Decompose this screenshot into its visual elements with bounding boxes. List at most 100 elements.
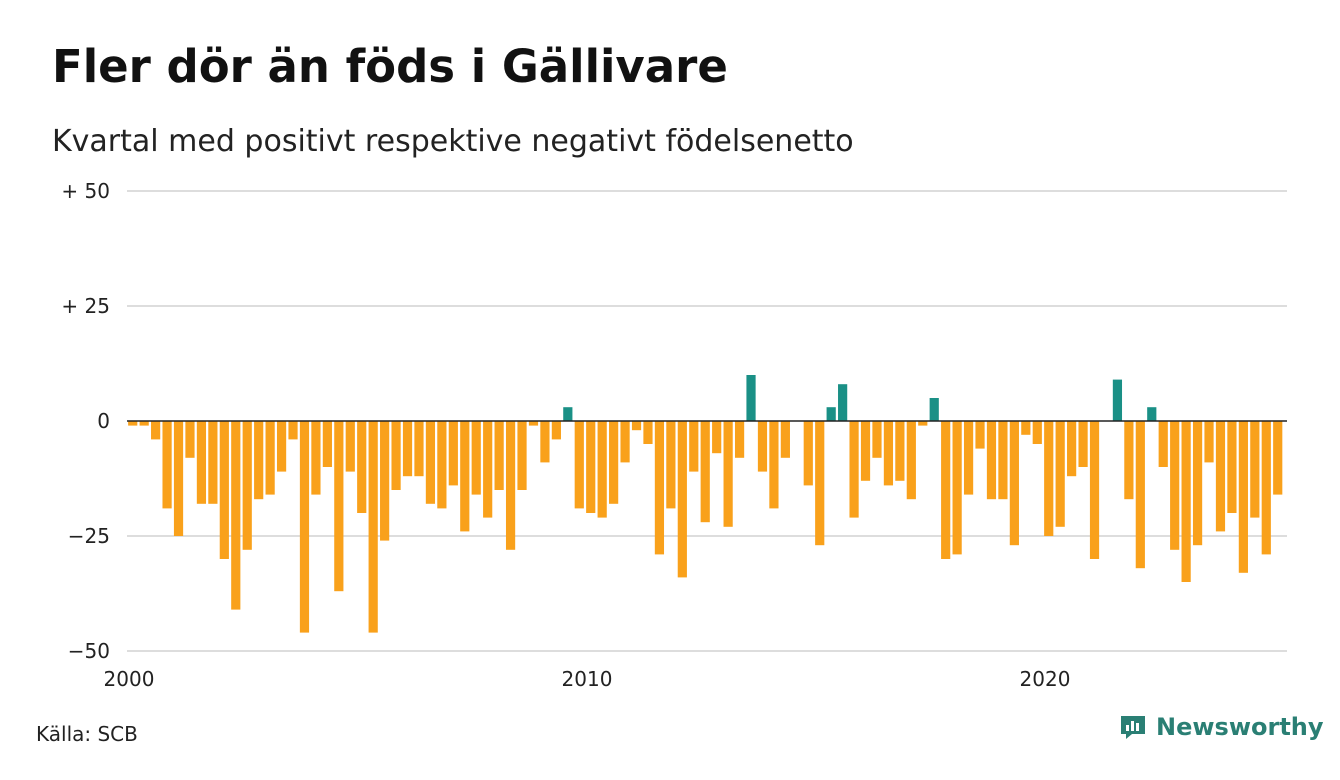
- bar: [288, 421, 298, 440]
- bar: [780, 421, 790, 458]
- bar: [139, 421, 149, 426]
- bar: [494, 421, 504, 490]
- bar: [998, 421, 1008, 500]
- bar: [505, 421, 516, 550]
- bar: [196, 421, 207, 504]
- bar: [734, 421, 745, 458]
- bar: [1009, 421, 1019, 546]
- bar: [391, 421, 401, 490]
- bar: [712, 421, 722, 454]
- y-tick-label: −50: [68, 639, 110, 663]
- bar: [540, 421, 550, 463]
- bar: [254, 421, 264, 500]
- bar: [357, 421, 367, 513]
- bar: [437, 421, 447, 509]
- bar: [723, 421, 733, 527]
- bar: [929, 398, 939, 421]
- bar: [1135, 421, 1145, 569]
- bar: [151, 421, 161, 440]
- bar: [918, 421, 928, 426]
- bar: [334, 421, 344, 592]
- bar: [769, 421, 779, 509]
- bar: [1089, 421, 1100, 559]
- bar: [826, 407, 836, 421]
- newsworthy-logo-icon: [1121, 716, 1145, 739]
- bar: [1147, 407, 1157, 421]
- bar: [1170, 421, 1180, 550]
- bar: [414, 421, 424, 477]
- chart-title: Fler dör än föds i Gällivare: [52, 40, 728, 93]
- bar: [1215, 421, 1226, 532]
- bar: [815, 421, 825, 546]
- bar: [975, 421, 985, 449]
- x-tick-label: 2020: [1020, 667, 1071, 691]
- axes: + 50 + 25 0 −25 −50 2000 2010 2020: [61, 179, 1287, 691]
- bar: [162, 421, 172, 509]
- bar: [883, 421, 894, 486]
- bar: [872, 421, 882, 458]
- bar: [941, 421, 951, 559]
- bar: [1250, 421, 1260, 518]
- bar: [631, 421, 642, 431]
- bar: [986, 421, 997, 500]
- source-note: Källa: SCB: [36, 722, 138, 746]
- bar: [219, 421, 229, 559]
- bar: [1055, 421, 1065, 527]
- bar: [1124, 421, 1134, 500]
- bar: [803, 421, 813, 486]
- x-tick-label: 2000: [104, 667, 155, 691]
- bar: [849, 421, 859, 518]
- bar: [963, 421, 974, 495]
- bar: [609, 421, 619, 504]
- bar: [1204, 421, 1214, 463]
- bar: [689, 421, 699, 472]
- y-tick-label: + 50: [61, 179, 110, 203]
- bar: [597, 421, 607, 518]
- bar: [425, 421, 436, 504]
- bar: [173, 421, 184, 536]
- bar: [1112, 379, 1123, 421]
- bar: [528, 421, 539, 426]
- bar: [322, 421, 332, 467]
- bars: [128, 375, 1283, 633]
- bar: [460, 421, 470, 532]
- bar: [208, 421, 218, 504]
- bar: [1192, 421, 1203, 546]
- bar: [1078, 421, 1088, 467]
- bar: [1261, 421, 1271, 555]
- bar: [677, 421, 687, 578]
- bar: [345, 421, 355, 472]
- bar: [620, 421, 630, 463]
- bar: [1044, 421, 1054, 536]
- bar: [231, 421, 241, 610]
- bar: [128, 421, 138, 426]
- bar: [299, 421, 310, 633]
- bar: [517, 421, 527, 490]
- bar: [906, 421, 916, 500]
- bar: [1273, 421, 1283, 495]
- bar: [586, 421, 596, 513]
- bar: [700, 421, 710, 523]
- y-tick-label: 0: [97, 409, 110, 433]
- bar: [402, 421, 413, 477]
- bar: [746, 375, 756, 421]
- bar: [1032, 421, 1042, 444]
- bar: [654, 421, 665, 555]
- bar: [666, 421, 676, 509]
- bar: [952, 421, 962, 555]
- brand-logo: Newsworthy: [1118, 712, 1324, 742]
- bar: [311, 421, 321, 495]
- bar: [471, 421, 481, 495]
- chart-subtitle: Kvartal med positivt respektive negativt…: [52, 124, 854, 159]
- bar: [276, 421, 287, 472]
- bar: [860, 421, 871, 481]
- bar: [1021, 421, 1031, 435]
- bar: [242, 421, 252, 550]
- y-tick-label: + 25: [61, 294, 110, 318]
- bar: [368, 421, 378, 633]
- bar: [757, 421, 768, 472]
- bar: [1181, 421, 1191, 582]
- bar: [448, 421, 458, 486]
- bar: [643, 421, 653, 444]
- bar: [185, 421, 195, 458]
